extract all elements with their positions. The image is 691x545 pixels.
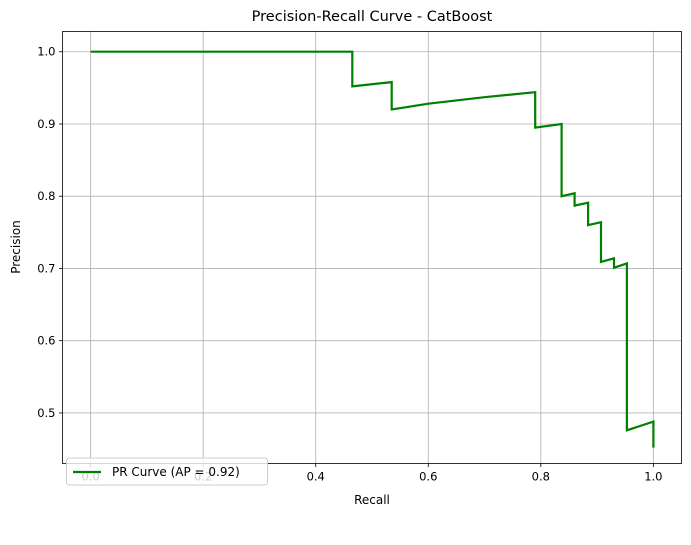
series-layer [90,50,655,448]
y-tick-label: 0.9 [37,117,55,131]
y-axis-label: Precision [9,220,23,274]
x-tick-label: 0.8 [532,470,550,484]
plot-frame [62,31,682,464]
pr-curve-line [90,50,655,448]
x-axis-label: Recall [354,493,390,507]
legend: PR Curve (AP = 0.92) [66,457,268,486]
grid-lines [62,31,682,464]
x-tick-label: 0.6 [419,470,437,484]
legend-box [66,457,268,486]
chart-title: Precision-Recall Curve - CatBoost [252,9,493,25]
y-tick-label: 0.7 [37,261,55,275]
y-tick-label: 1.0 [37,45,55,59]
y-axis-ticks: 0.5 0.6 0.7 0.8 0.9 1.0 [37,45,63,420]
x-tick-label: 1.0 [644,470,662,484]
y-tick-label: 0.8 [37,189,55,203]
y-tick-label: 0.6 [37,334,55,348]
x-tick-label: 0.4 [307,470,325,484]
legend-label: PR Curve (AP = 0.92) [112,465,240,479]
y-tick-label: 0.5 [37,406,55,420]
